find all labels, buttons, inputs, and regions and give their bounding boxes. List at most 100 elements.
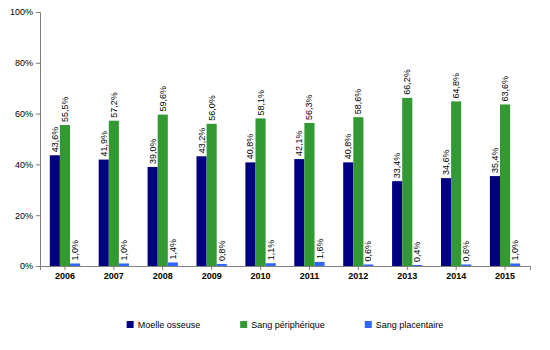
y-tick-mark: [36, 215, 40, 216]
data-label: 0,6%: [461, 241, 471, 262]
data-label: 1,0%: [119, 240, 129, 261]
data-label: 33,4%: [392, 153, 402, 179]
y-tick-mark: [36, 114, 40, 115]
x-tick: 2007: [104, 266, 124, 281]
y-tick-label: 20%: [15, 211, 33, 221]
bar: [510, 263, 520, 266]
bar: [70, 263, 80, 266]
x-tick-label: 2010: [251, 271, 271, 281]
bar: [99, 160, 109, 266]
legend-swatch: [240, 321, 247, 328]
legend-label: Sang périphérique: [251, 320, 325, 330]
x-axis-line: [41, 267, 531, 271]
x-tick-label: 2013: [397, 271, 417, 281]
x-tick-label: 2014: [446, 271, 466, 281]
data-label: 1,0%: [70, 240, 80, 261]
x-tick-label: 2009: [202, 271, 222, 281]
data-label: 55,5%: [60, 96, 70, 122]
bar: [461, 264, 471, 266]
x-tick: 2013: [397, 266, 417, 281]
bar: [353, 117, 363, 266]
x-tick-mark: [162, 266, 163, 270]
x-tick-mark: [309, 266, 310, 270]
bar: [217, 264, 227, 266]
data-label: 66,2%: [402, 69, 412, 95]
chart: 0% 20% 40% 60% 80% 100% 2006 2007 2008 2009 2010 20…: [0, 0, 550, 350]
data-label: 64,8%: [451, 73, 461, 99]
data-label: 0,8%: [217, 240, 227, 261]
x-tick: 2012: [348, 266, 368, 281]
bar: [255, 118, 265, 266]
data-label: 59,6%: [158, 86, 168, 112]
bar: [119, 263, 129, 266]
bar: [50, 155, 60, 266]
x-tick: 2009: [202, 266, 222, 281]
data-label: 34,6%: [441, 150, 451, 176]
data-label: 1,0%: [510, 240, 520, 261]
bar: [451, 101, 461, 266]
x-tick-mark: [64, 266, 65, 270]
x-tick-label: 2008: [153, 271, 173, 281]
bars: [50, 98, 520, 266]
x-tick-mark: [113, 266, 114, 270]
y-tick: 60%: [15, 109, 40, 119]
x-tick-label: 2007: [104, 271, 124, 281]
plot: 0% 20% 40% 60% 80% 100% 2006 2007 2008 2009 2010 20…: [10, 7, 531, 281]
x-axis: 2006200720082009201020112012201320142015: [41, 266, 531, 281]
bar: [343, 162, 353, 266]
bar: [266, 263, 276, 266]
y-tick: 100%: [10, 7, 40, 17]
x-tick-label: 2006: [55, 271, 75, 281]
legend-item: Sang périphérique: [240, 320, 325, 330]
y-tick: 0%: [20, 261, 40, 271]
bar: [60, 125, 70, 266]
data-label: 56,3%: [304, 94, 314, 120]
y-tick: 80%: [15, 58, 40, 68]
data-label: 43,2%: [197, 128, 207, 154]
data-labels: 43,6%41,9%39,0%43,2%40,8%42,1%40,8%33,4%…: [50, 69, 520, 262]
bar: [207, 124, 217, 266]
x-tick-mark: [505, 266, 506, 270]
bar: [158, 115, 168, 266]
bar: [245, 162, 255, 266]
data-label: 57,2%: [109, 92, 119, 118]
bar: [402, 98, 412, 266]
legend-label: Sang placentaire: [376, 320, 444, 330]
data-label: 40,8%: [245, 134, 255, 160]
x-tick: 2010: [251, 266, 271, 281]
legend-label: Moelle osseuse: [138, 320, 201, 330]
data-label: 39,0%: [148, 138, 158, 164]
bar: [363, 264, 373, 266]
x-tick-mark: [211, 266, 212, 270]
data-label: 0,6%: [363, 241, 373, 262]
x-tick: 2006: [55, 266, 75, 281]
bar: [196, 156, 206, 266]
bar: [148, 167, 158, 266]
data-label: 1,4%: [168, 239, 178, 260]
data-label: 1,1%: [266, 240, 276, 261]
x-tick-label: 2012: [348, 271, 368, 281]
bar: [168, 262, 178, 266]
y-tick-label: 40%: [15, 160, 33, 170]
bar: [412, 265, 422, 266]
data-label: 1,6%: [315, 238, 325, 259]
data-label: 56,0%: [207, 95, 217, 121]
bar: [294, 159, 304, 266]
data-label: 35,4%: [490, 148, 500, 174]
x-tick-mark: [407, 266, 408, 270]
x-tick-label: 2015: [495, 271, 515, 281]
y-tick-mark: [36, 164, 40, 165]
data-label: 40,8%: [343, 134, 353, 160]
series: [60, 98, 510, 266]
y-tick-label: 80%: [15, 58, 33, 68]
bar: [490, 176, 500, 266]
y-axis-line: [36, 13, 41, 267]
bar: [304, 123, 314, 266]
x-tick: 2008: [153, 266, 173, 281]
y-tick-mark: [36, 63, 40, 64]
y-tick-label: 0%: [20, 261, 33, 271]
data-label: 63,6%: [500, 76, 510, 102]
bar: [109, 121, 119, 266]
x-tick-mark: [260, 266, 261, 270]
x-tick-mark: [358, 266, 359, 270]
